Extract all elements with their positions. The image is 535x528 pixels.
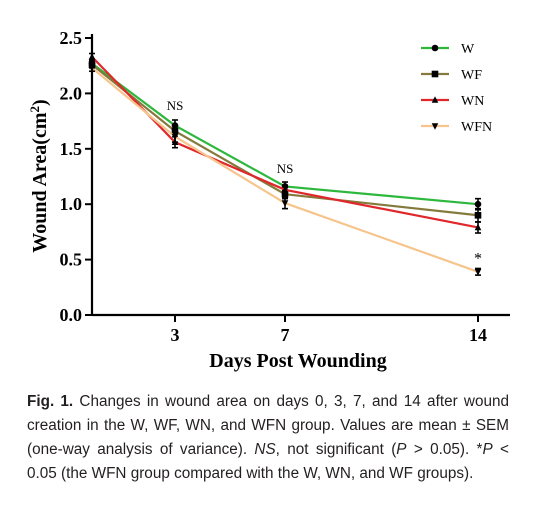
data-point-wfn [281,200,289,207]
x-tick-label: 7 [281,325,290,345]
legend-marker-wn [431,96,439,103]
legend-label-wfn: WFN [461,120,492,135]
y-tick-label: 2.0 [60,83,83,103]
data-point-wfn [171,133,179,141]
series-line-wfn [91,67,479,273]
x-tick-label: 3 [171,325,180,345]
significance-star: * [474,251,482,268]
caption-text-2: , not significant ( [275,441,397,458]
series-line-wn [91,56,479,229]
legend-marker-wfn [431,123,439,130]
y-tick-label: 1.0 [60,194,83,214]
data-point-w [474,200,482,208]
data-point-wf [474,211,482,219]
y-tick-label: 2.5 [60,28,83,48]
x-tick-label: 14 [469,325,487,345]
data-point-wn [474,223,482,231]
legend-marker-w [431,44,439,52]
caption-label: Fig. 1. [27,393,74,410]
ns-annotation: NS [167,98,184,113]
data-point-wn [88,53,96,60]
legend-label-wf: WF [461,68,482,83]
y-tick-label: 1.5 [60,139,83,159]
caption-p-star: P [482,441,493,458]
caption-ns: NS [254,441,276,458]
data-point-wfn [88,65,96,72]
caption-text-3: > 0.05). * [406,441,483,458]
series-line-wf [91,63,479,217]
legend-label-w: W [461,42,475,57]
y-tick-label: 0.5 [60,250,83,270]
data-point-wn [281,185,289,193]
y-tick-label: 0.0 [60,305,83,325]
legend-label-wn: WN [461,94,484,109]
caption-p: P [396,441,407,458]
figure-caption: Fig. 1. Changes in wound area on days 0,… [27,390,509,486]
caption-text-1: Changes in wound area on days 0, 3, 7, a… [27,393,509,458]
legend-marker-wf [431,70,439,78]
data-point-wfn [474,268,482,276]
y-axis-title: Wound Area(cm2) [27,99,52,252]
ns-annotation: NS [277,161,294,176]
caption-text-4: < 0.05 (the WFN group compared with the … [27,441,509,482]
series-line-w [91,62,479,206]
wound-area-chart: 0.0 0.5 1.0 1.5 2.0 2.5 3 7 14 Days Post Wounding… [27,28,510,372]
x-axis-title: Days Post Wounding [209,350,386,372]
